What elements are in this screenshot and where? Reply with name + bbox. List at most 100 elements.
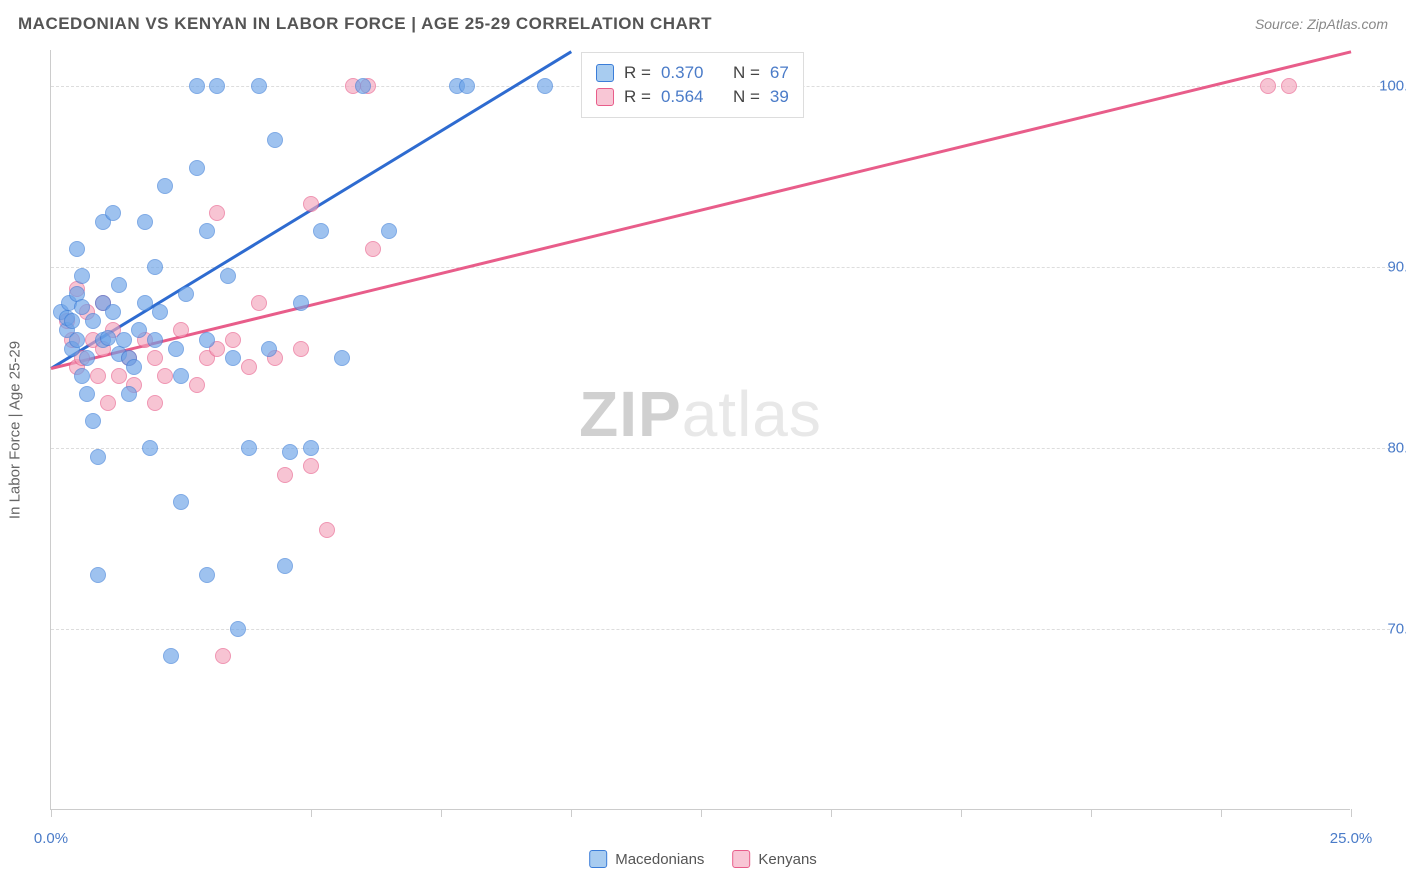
- data-point: [251, 78, 267, 94]
- x-tick: [441, 809, 442, 817]
- data-point: [111, 277, 127, 293]
- data-point: [152, 304, 168, 320]
- x-tick: [1221, 809, 1222, 817]
- data-point: [173, 368, 189, 384]
- data-point: [251, 295, 267, 311]
- data-point: [319, 522, 335, 538]
- data-point: [116, 332, 132, 348]
- data-point: [85, 313, 101, 329]
- data-point: [157, 368, 173, 384]
- chart-title: MACEDONIAN VS KENYAN IN LABOR FORCE | AG…: [18, 14, 712, 34]
- data-point: [225, 332, 241, 348]
- x-tick: [961, 809, 962, 817]
- data-point: [126, 359, 142, 375]
- x-tick: [701, 809, 702, 817]
- data-point: [313, 223, 329, 239]
- legend-item-macedonians: Macedonians: [589, 850, 704, 868]
- data-point: [277, 467, 293, 483]
- y-tick-label: 70.0%: [1360, 621, 1406, 638]
- data-point: [261, 341, 277, 357]
- data-point: [173, 494, 189, 510]
- data-point: [1281, 78, 1297, 94]
- x-tick: [1351, 809, 1352, 817]
- data-point: [355, 78, 371, 94]
- data-point: [100, 330, 116, 346]
- x-tick-label: 0.0%: [34, 830, 68, 847]
- data-point: [178, 286, 194, 302]
- data-point: [90, 567, 106, 583]
- y-tick-label: 90.0%: [1360, 259, 1406, 276]
- data-point: [277, 558, 293, 574]
- data-point: [163, 648, 179, 664]
- legend-stats-row-kenyans: R = 0.564 N = 39: [596, 85, 789, 109]
- data-point: [230, 621, 246, 637]
- data-point: [189, 160, 205, 176]
- data-point: [105, 205, 121, 221]
- chart-source: Source: ZipAtlas.com: [1255, 16, 1388, 32]
- data-point: [459, 78, 475, 94]
- data-point: [90, 368, 106, 384]
- data-point: [168, 341, 184, 357]
- data-point: [90, 449, 106, 465]
- data-point: [215, 648, 231, 664]
- data-point: [220, 268, 236, 284]
- data-point: [157, 178, 173, 194]
- data-point: [241, 440, 257, 456]
- bottom-legend: Macedonians Kenyans: [589, 850, 817, 868]
- y-tick-label: 100.0%: [1360, 78, 1406, 95]
- data-point: [303, 440, 319, 456]
- data-point: [105, 304, 121, 320]
- plot-area: ZIPatlas 70.0%80.0%90.0%100.0%0.0%25.0%: [51, 50, 1350, 809]
- data-point: [147, 395, 163, 411]
- data-point: [69, 241, 85, 257]
- x-tick: [831, 809, 832, 817]
- data-point: [334, 350, 350, 366]
- data-point: [282, 444, 298, 460]
- data-point: [1260, 78, 1276, 94]
- data-point: [147, 332, 163, 348]
- x-tick: [1091, 809, 1092, 817]
- data-point: [85, 413, 101, 429]
- data-point: [173, 322, 189, 338]
- data-point: [142, 440, 158, 456]
- data-point: [209, 78, 225, 94]
- data-point: [381, 223, 397, 239]
- gridline-h: [51, 629, 1390, 630]
- data-point: [64, 313, 80, 329]
- gridline-h: [51, 267, 1390, 268]
- data-point: [100, 395, 116, 411]
- data-point: [365, 241, 381, 257]
- data-point: [74, 268, 90, 284]
- watermark: ZIPatlas: [579, 377, 822, 451]
- chart-header: MACEDONIAN VS KENYAN IN LABOR FORCE | AG…: [18, 14, 1388, 34]
- data-point: [189, 377, 205, 393]
- data-point: [74, 299, 90, 315]
- data-point: [267, 132, 283, 148]
- data-point: [137, 295, 153, 311]
- data-point: [69, 332, 85, 348]
- data-point: [147, 259, 163, 275]
- x-tick: [311, 809, 312, 817]
- data-point: [147, 350, 163, 366]
- data-point: [225, 350, 241, 366]
- chart-container: ZIPatlas 70.0%80.0%90.0%100.0%0.0%25.0% …: [50, 50, 1350, 810]
- y-axis-label: In Labor Force | Age 25-29: [7, 340, 24, 518]
- data-point: [199, 332, 215, 348]
- data-point: [303, 196, 319, 212]
- data-point: [199, 223, 215, 239]
- data-point: [537, 78, 553, 94]
- data-point: [303, 458, 319, 474]
- data-point: [241, 359, 257, 375]
- data-point: [199, 567, 215, 583]
- data-point: [293, 341, 309, 357]
- legend-stats-row-macedonians: R = 0.370 N = 67: [596, 61, 789, 85]
- data-point: [79, 386, 95, 402]
- swatch-pink-icon: [596, 88, 614, 106]
- x-tick-label: 25.0%: [1330, 830, 1373, 847]
- data-point: [74, 368, 90, 384]
- x-tick: [51, 809, 52, 817]
- data-point: [121, 386, 137, 402]
- x-tick: [571, 809, 572, 817]
- y-tick-label: 80.0%: [1360, 440, 1406, 457]
- swatch-pink-icon: [732, 850, 750, 868]
